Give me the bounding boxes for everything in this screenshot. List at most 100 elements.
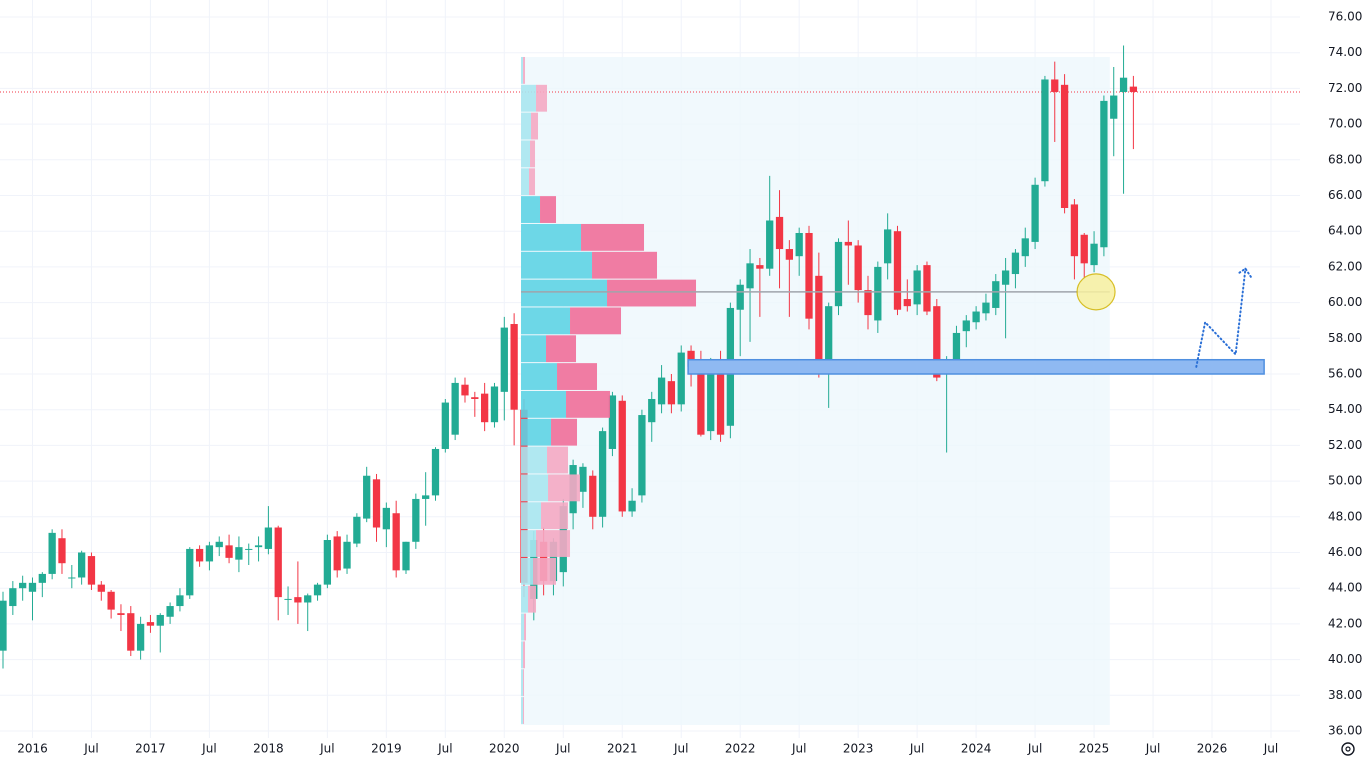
candle-body [146,622,155,626]
profile-down [566,390,611,418]
x-tick-label: 2017 [135,742,166,756]
profile-up [521,669,524,697]
candle-body [1110,95,1118,119]
profile-down [581,223,645,251]
candle-body [992,281,1000,308]
y-tick-label: 54.00 [1328,402,1362,416]
profile-up [521,251,593,279]
candle-body [1031,184,1039,242]
settings-gear-center[interactable] [1345,746,1351,752]
profile-up [521,363,558,390]
profile-down [570,307,622,335]
profile-down [607,279,697,307]
y-tick-label: 46.00 [1328,545,1362,559]
profile-up [521,56,524,84]
y-tick-label: 70.00 [1328,117,1362,131]
candle-body [353,516,361,544]
x-tick-label: Jul [909,742,924,756]
date-range [521,57,1110,725]
profile-down [547,446,569,474]
y-tick-label: 42.00 [1328,616,1362,630]
candle-body [58,538,66,564]
x-tick-label: Jul [437,742,452,756]
profile-down [592,251,658,279]
settings-gear[interactable] [1341,742,1355,756]
candle-body [264,527,273,549]
x-tick-label: Jul [319,742,334,756]
profile-up [521,112,532,140]
candle-body [451,382,459,435]
marker-circle [1076,273,1116,311]
candle-body [68,577,76,579]
candle-body [136,623,145,651]
candle-body [667,381,676,405]
profile-up [521,613,525,641]
candle-body [1001,270,1010,285]
candle-body [0,600,7,651]
profile-up [521,84,537,112]
candle-body [274,527,282,598]
candle-body [589,475,597,517]
candle-body [245,548,253,550]
x-tick-label: Jul [83,742,98,756]
x-tick-label: Jul [1263,742,1278,756]
candle-body [254,545,263,548]
candle-body [284,598,292,600]
profile-down [530,140,536,168]
candle-body [844,241,852,246]
x-tick-label: Jul [673,742,688,756]
candle-body [756,265,764,269]
profile-up [521,502,542,530]
y-tick-label: 36.00 [1328,724,1362,738]
candle-body [48,532,56,574]
settings-icon[interactable] [1341,742,1355,756]
profile-up [521,390,567,418]
candle-body [1041,79,1049,182]
x-tick-label: Jul [791,742,806,756]
candle-body [864,290,872,316]
candle-body [156,614,164,626]
candle-body [628,500,636,512]
candle-body [9,588,17,607]
candle-body [716,363,725,435]
candle-body [677,352,685,405]
profile-up [521,641,524,669]
profile-down [523,669,525,697]
candle-body [205,545,214,562]
y-tick-label: 52.00 [1328,438,1362,452]
candle-body [805,232,813,319]
candle-body [785,249,793,260]
candle-body [638,415,646,496]
candle-body [598,431,607,517]
candle-body [697,363,705,435]
candle-body [28,582,37,592]
candle-body [490,386,499,423]
candle-body [471,397,479,399]
x-tick-label: 2019 [371,742,402,756]
candle-body [815,275,823,374]
profile-down [536,530,571,557]
y-tick-label: 68.00 [1328,152,1362,166]
profile-up [521,446,548,474]
profile-down [523,641,526,669]
profile-down [533,557,557,585]
x-tick-label: 2025 [1079,742,1110,756]
candle-body [372,479,381,528]
profile-down [531,112,539,140]
candle-body [363,475,371,519]
profile-up [521,697,524,724]
profile-up [521,223,582,251]
profile-up [521,307,571,335]
x-tick-label: 2022 [725,742,756,756]
candle-body [19,582,27,589]
y-tick-label: 76.00 [1328,10,1362,24]
candle-body [313,584,322,596]
candle-body [874,266,882,321]
x-tick-label: 2016 [17,742,48,756]
y-tick-label: 50.00 [1328,474,1362,488]
candle-body [903,299,911,307]
profile-down [540,196,557,223]
y-tick-label: 44.00 [1328,581,1362,595]
y-tick-label: 64.00 [1328,224,1362,238]
profile-up [521,279,608,307]
